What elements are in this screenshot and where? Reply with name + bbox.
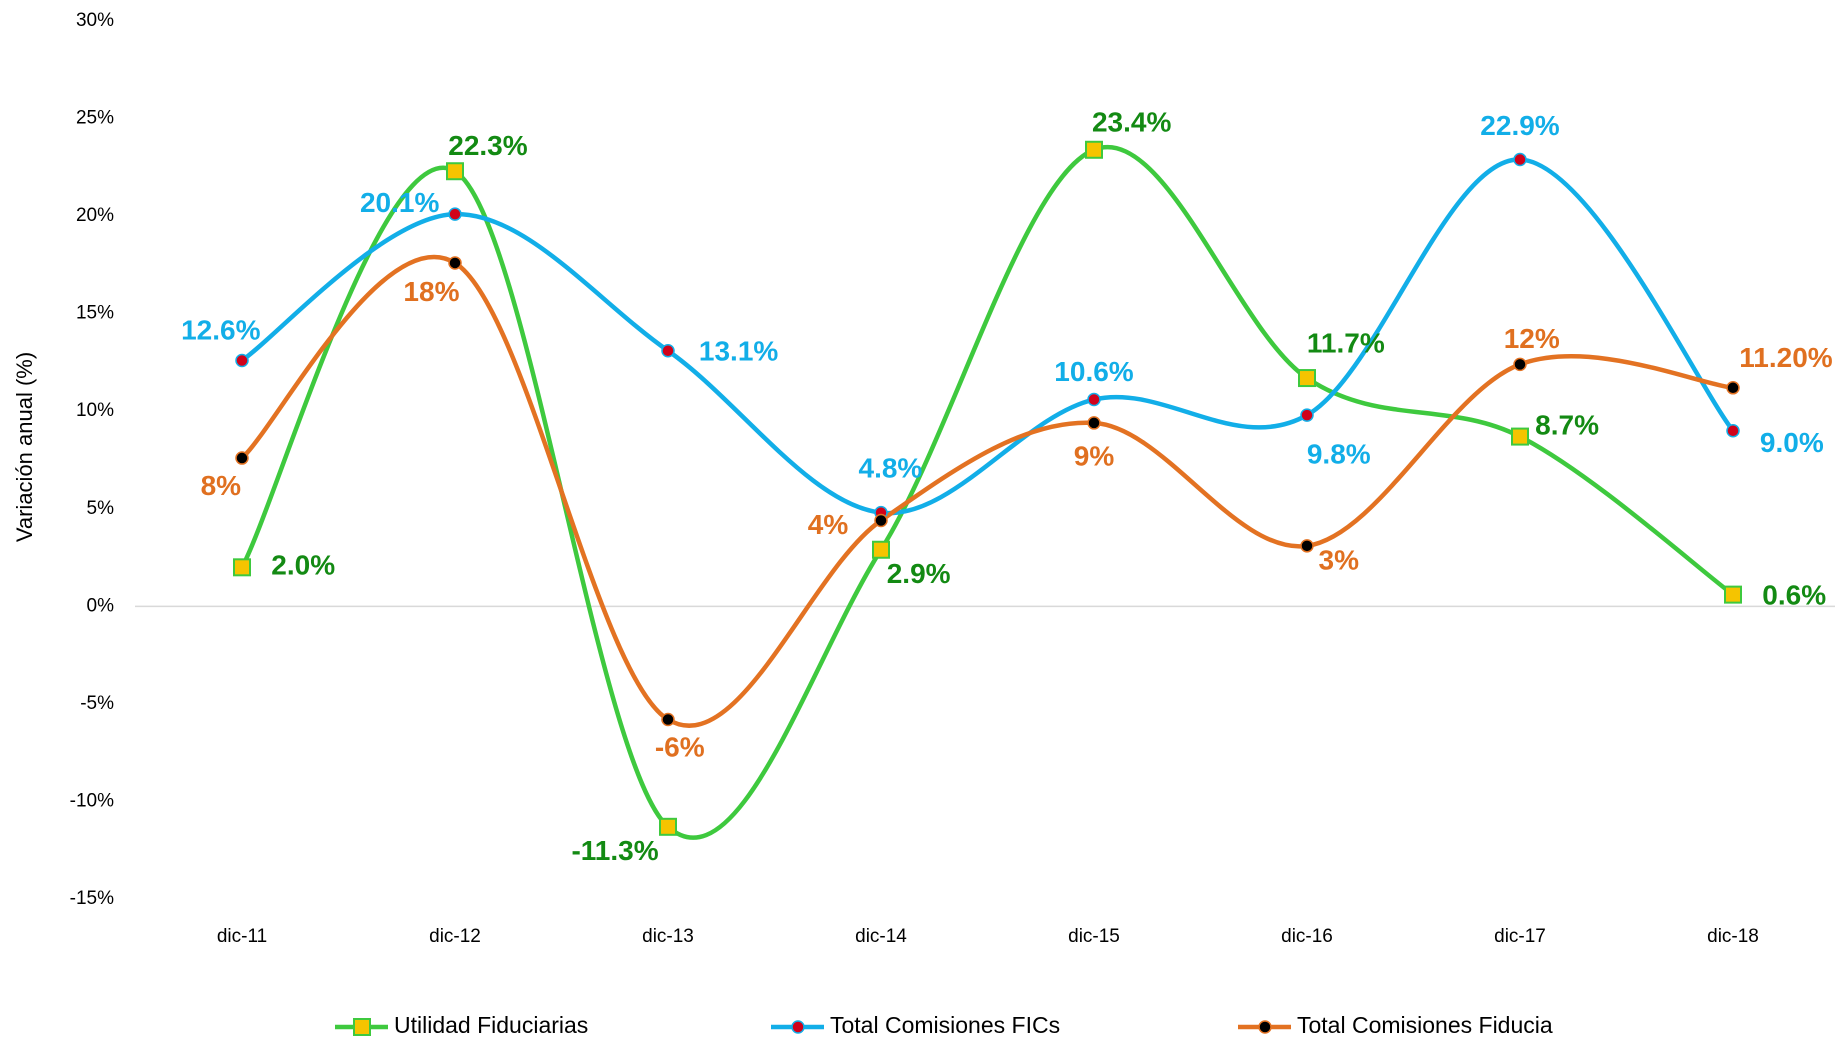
data-label: 4.8% xyxy=(859,453,923,484)
y-tick-label: -10% xyxy=(70,790,114,811)
point xyxy=(1513,357,1527,372)
point xyxy=(1726,423,1740,438)
point xyxy=(1726,381,1740,395)
data-label: 9.0% xyxy=(1760,427,1824,458)
data-label: 20.1% xyxy=(360,187,439,218)
point xyxy=(1087,416,1101,430)
point xyxy=(1087,392,1101,407)
data-label: 23.4% xyxy=(1092,106,1171,137)
y-tick-label: 20% xyxy=(76,205,114,226)
point xyxy=(1511,427,1529,446)
point xyxy=(661,712,675,727)
x-tick-label: dic-12 xyxy=(429,926,481,947)
legend-label: Utilidad Fiduciarias xyxy=(394,1012,588,1038)
legend-marker xyxy=(1258,1020,1272,1034)
data-label: 4% xyxy=(808,509,849,540)
legend-label: Total Comisiones Fiducia xyxy=(1297,1012,1553,1038)
data-label: 13.1% xyxy=(699,335,778,366)
point xyxy=(874,513,888,528)
data-label: 2.0% xyxy=(271,550,335,581)
data-label: 3% xyxy=(1319,545,1360,576)
data-label: 12.6% xyxy=(181,315,260,346)
data-label: 22.3% xyxy=(448,130,527,161)
data-label: 10.6% xyxy=(1054,356,1133,387)
y-tick-label: 25% xyxy=(76,108,114,129)
data-label: 22.9% xyxy=(1480,110,1559,141)
data-label: 0.6% xyxy=(1762,579,1826,610)
point xyxy=(235,353,249,368)
y-tick-label: 15% xyxy=(76,303,114,324)
data-label: -11.3% xyxy=(571,835,658,866)
data-label: 18% xyxy=(403,276,459,307)
data-label: 11.7% xyxy=(1307,327,1385,358)
point xyxy=(872,540,890,559)
series-line xyxy=(240,254,1734,728)
x-tick-label: dic-14 xyxy=(855,926,907,947)
point xyxy=(448,207,462,221)
point xyxy=(659,817,677,836)
y-tick-label: 0% xyxy=(87,595,115,616)
y-tick-label: 10% xyxy=(76,400,114,421)
data-label: 9.8% xyxy=(1307,439,1371,470)
data-label: 12% xyxy=(1504,323,1560,354)
y-tick-label: 30% xyxy=(76,10,114,31)
data-label: 2.9% xyxy=(887,558,951,589)
data-label: 8.7% xyxy=(1535,410,1599,441)
x-tick-label: dic-15 xyxy=(1068,926,1120,947)
y-tick-label: -15% xyxy=(70,888,114,909)
y-tick-label: -5% xyxy=(80,693,114,714)
point xyxy=(1300,408,1314,422)
data-label: -6% xyxy=(655,731,705,762)
x-tick-label: dic-16 xyxy=(1281,926,1333,947)
point xyxy=(1724,585,1742,604)
x-tick-label: dic-11 xyxy=(217,926,267,947)
point xyxy=(446,162,464,181)
series-line xyxy=(240,144,1735,840)
point xyxy=(233,558,251,577)
data-label: 8% xyxy=(201,470,242,501)
legend-marker xyxy=(353,1018,371,1036)
point xyxy=(1085,140,1103,159)
point xyxy=(1300,539,1314,553)
legend-marker xyxy=(791,1020,805,1034)
point xyxy=(448,256,462,270)
data-label: 11.20% xyxy=(1739,342,1833,373)
x-tick-label: dic-13 xyxy=(642,926,694,947)
x-tick-label: dic-17 xyxy=(1494,926,1546,947)
point xyxy=(1298,369,1316,388)
data-label: 9% xyxy=(1074,441,1115,472)
legend-label: Total Comisiones FICs xyxy=(830,1012,1060,1038)
point xyxy=(235,451,249,465)
point xyxy=(1513,152,1527,167)
y-axis-title: Variación anual (%) xyxy=(12,352,37,542)
x-tick-label: dic-18 xyxy=(1707,926,1759,947)
y-tick-label: 5% xyxy=(87,498,115,519)
point xyxy=(661,343,675,358)
